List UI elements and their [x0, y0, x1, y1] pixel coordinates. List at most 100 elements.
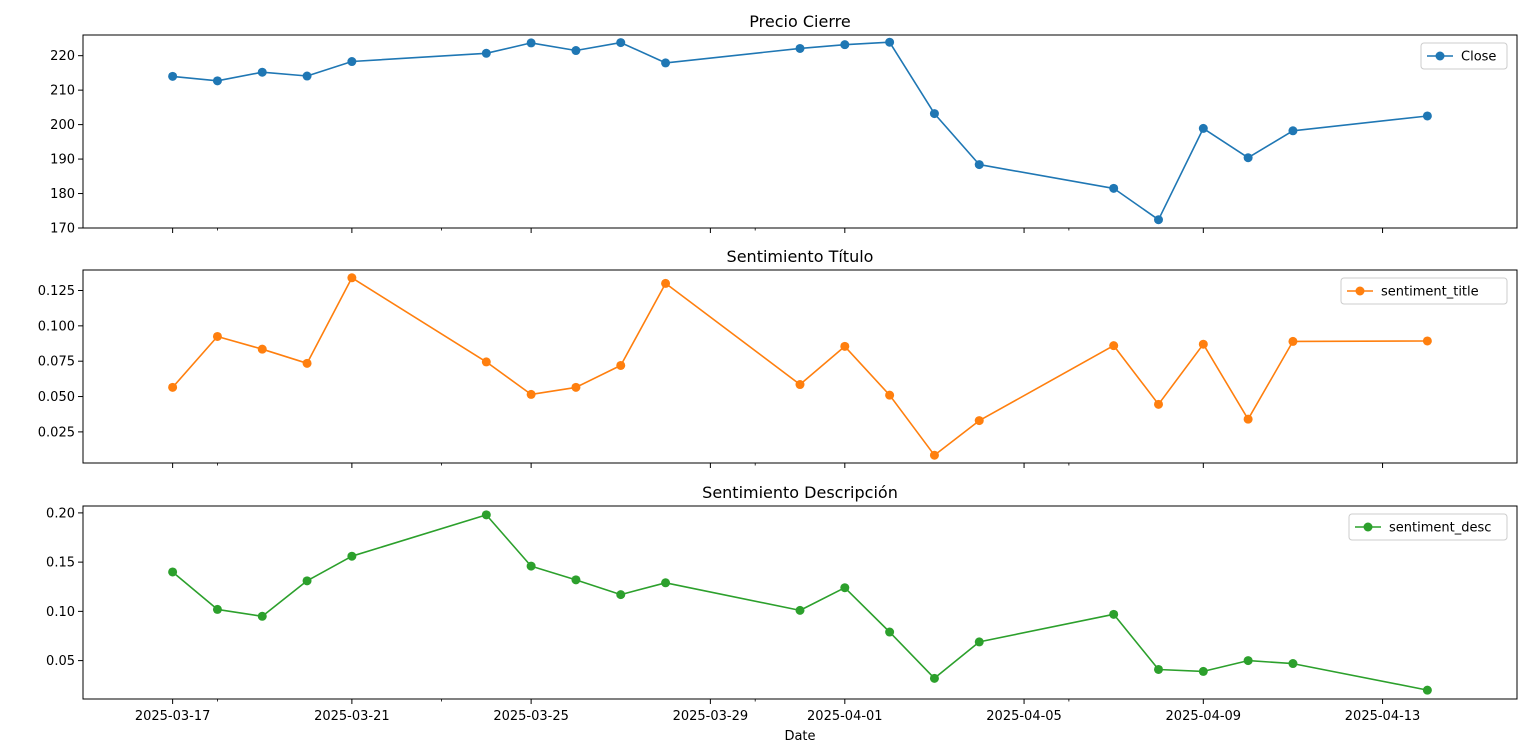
data-point — [347, 57, 357, 67]
axes-frame — [82, 34, 1518, 229]
data-point — [885, 390, 895, 400]
legend: sentiment_title — [1340, 277, 1508, 305]
y-tick-label: 0.050 — [38, 390, 75, 405]
data-point — [885, 627, 895, 637]
data-point — [840, 40, 850, 50]
data-point — [661, 578, 671, 588]
data-point — [885, 37, 895, 47]
y-tick-label: 0.100 — [38, 319, 75, 334]
x-tick-label: 2025-04-01 — [807, 709, 883, 724]
data-point — [1198, 666, 1208, 676]
data-point — [1288, 659, 1298, 669]
legend-box — [1420, 42, 1508, 70]
legend-marker — [1355, 286, 1365, 296]
data-point — [1198, 123, 1208, 133]
y-tick-label: 0.10 — [46, 605, 75, 620]
x-tick-label: 2025-04-05 — [986, 709, 1062, 724]
data-point — [795, 380, 805, 390]
data-point — [257, 344, 267, 354]
y-tick-label: 0.125 — [38, 284, 75, 299]
data-point — [168, 71, 178, 81]
axes-frame — [82, 269, 1518, 464]
series-line — [171, 276, 1428, 457]
data-point — [526, 38, 536, 48]
data-point — [616, 590, 626, 600]
data-point — [1288, 126, 1298, 136]
data-point — [1154, 215, 1163, 225]
legend-marker — [1435, 51, 1445, 61]
data-point — [974, 637, 984, 647]
data-point — [347, 273, 357, 283]
data-point — [929, 450, 939, 460]
legend-box — [1340, 277, 1508, 305]
data-point — [168, 382, 178, 392]
data-point — [840, 341, 850, 351]
data-point — [1243, 414, 1253, 424]
data-point — [1198, 339, 1208, 349]
data-point — [212, 76, 222, 86]
data-point — [1422, 336, 1432, 346]
y-tick-label: 200 — [50, 118, 75, 133]
subplot-title: Precio Cierre — [749, 12, 850, 31]
data-point — [1109, 183, 1119, 193]
legend: Close — [1420, 42, 1508, 70]
data-point — [257, 67, 267, 77]
x-tick-label: 2025-03-29 — [673, 709, 749, 724]
data-point — [1109, 341, 1119, 351]
y-tick-label: 190 — [50, 153, 75, 168]
subplot-1: Precio Cierre 170 180 190 200 210 220 Close — [50, 12, 1518, 237]
x-tick-label: 2025-03-21 — [314, 709, 390, 724]
data-point — [974, 160, 984, 170]
subplot-3: Sentimiento Descripción 0.05 0.10 0.15 0.20 s… — [46, 483, 1518, 704]
y-tick-label: 210 — [50, 84, 75, 99]
data-point — [661, 58, 671, 68]
data-point — [526, 561, 536, 571]
data-point — [212, 331, 222, 341]
y-tick-label: 0.05 — [46, 654, 75, 669]
data-point — [1243, 656, 1253, 666]
y-tick-label: 0.20 — [46, 506, 75, 521]
legend-marker — [1363, 522, 1373, 532]
legend-label: sentiment_title — [1381, 285, 1479, 300]
data-point — [1154, 399, 1163, 409]
data-point — [795, 605, 805, 615]
series-line — [172, 514, 1428, 691]
y-tick-label: 170 — [50, 222, 75, 237]
data-point — [302, 358, 312, 368]
data-point — [481, 357, 491, 367]
data-point — [168, 567, 178, 577]
subplot-title: Sentimiento Título — [727, 247, 874, 266]
data-point — [1154, 664, 1163, 674]
x-tick-label: 2025-04-13 — [1345, 709, 1421, 724]
subplot-title: Sentimiento Descripción — [702, 483, 898, 502]
subplot-2: Sentimiento Título 0.025 0.050 0.075 0.100 0.… — [38, 247, 1518, 468]
legend-label: sentiment_desc — [1389, 521, 1491, 536]
y-tick-label: 220 — [50, 49, 75, 64]
data-point — [616, 38, 626, 48]
x-tick-label: 2025-04-09 — [1166, 709, 1242, 724]
data-point — [616, 360, 626, 370]
data-point — [302, 71, 312, 81]
data-point — [347, 551, 357, 561]
data-point — [929, 109, 939, 119]
y-tick-label: 0.025 — [38, 425, 75, 440]
legend: sentiment_desc — [1348, 513, 1508, 541]
y-tick-label: 180 — [50, 187, 75, 202]
data-point — [974, 416, 984, 426]
data-point — [571, 575, 581, 585]
x-tick-label: 2025-03-17 — [135, 709, 211, 724]
data-point — [481, 510, 491, 520]
data-point — [795, 43, 805, 53]
legend-label: Close — [1461, 50, 1496, 65]
data-point — [929, 673, 939, 683]
y-tick-label: 0.075 — [38, 355, 75, 370]
series-line — [172, 41, 1428, 221]
data-point — [526, 389, 536, 399]
data-point — [212, 604, 222, 614]
data-point — [840, 583, 850, 593]
data-point — [571, 46, 581, 56]
data-point — [1109, 609, 1119, 619]
y-tick-label: 0.15 — [46, 556, 75, 571]
data-point — [1422, 111, 1432, 121]
x-axis-label: Date — [784, 729, 815, 744]
